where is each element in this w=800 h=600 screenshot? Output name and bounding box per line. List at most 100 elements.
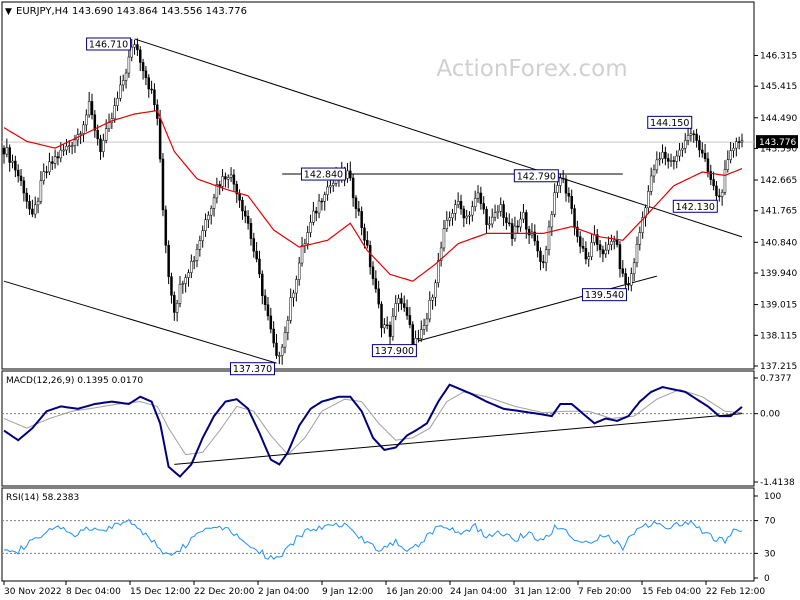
candle-body bbox=[715, 185, 718, 197]
candle-body bbox=[332, 183, 335, 186]
candle-body bbox=[595, 234, 599, 245]
candle-body bbox=[252, 238, 256, 252]
candle-body bbox=[218, 184, 221, 187]
candle-body bbox=[323, 194, 326, 202]
candle-body bbox=[255, 250, 258, 260]
candle-body bbox=[195, 249, 199, 261]
candle-body bbox=[300, 245, 304, 264]
candle-body bbox=[686, 135, 690, 141]
candle-body bbox=[459, 201, 463, 210]
candle-body bbox=[5, 147, 9, 155]
candle-body bbox=[635, 243, 639, 264]
candle-body bbox=[181, 283, 185, 285]
price-annotation: 142.130 bbox=[672, 199, 718, 213]
candle-body bbox=[292, 292, 295, 298]
candle-body bbox=[652, 169, 656, 177]
candle-body bbox=[718, 195, 721, 198]
candle-body bbox=[490, 216, 494, 225]
candle-body bbox=[241, 200, 244, 212]
price-tick-label: 137.215 bbox=[760, 362, 797, 372]
candle-body bbox=[209, 208, 213, 216]
candle-body bbox=[8, 147, 11, 163]
candle-body bbox=[703, 152, 707, 160]
candle-body bbox=[224, 176, 227, 180]
price-annotation: 137.900 bbox=[371, 344, 417, 358]
candle-body bbox=[87, 101, 91, 116]
candle-body bbox=[627, 283, 630, 286]
candle-body bbox=[661, 151, 664, 160]
candle-body bbox=[22, 180, 26, 194]
candle-body bbox=[615, 239, 619, 245]
macd-tick-label: 0.7377 bbox=[760, 374, 792, 384]
time-tick-label: 15 Feb 04:00 bbox=[642, 587, 701, 597]
price-tick-label: 146.315 bbox=[760, 51, 797, 61]
price-tick-label: 144.490 bbox=[760, 114, 797, 124]
rsi-panel-frame bbox=[1, 487, 755, 582]
candle-body bbox=[82, 124, 85, 134]
candle-body bbox=[14, 160, 17, 171]
annotation-box bbox=[672, 199, 718, 213]
annotation-box bbox=[513, 169, 559, 183]
candle-body bbox=[121, 80, 125, 86]
candle-body bbox=[564, 178, 568, 194]
candle-body bbox=[553, 192, 556, 215]
candle-body bbox=[678, 149, 681, 157]
macd-title: MACD(12,26,9) 0.1395 0.0170 bbox=[6, 376, 143, 386]
candle-body bbox=[90, 101, 94, 115]
candle-body bbox=[434, 282, 437, 298]
candle-body bbox=[2, 147, 6, 155]
candle-body bbox=[297, 262, 301, 280]
candle-body bbox=[570, 196, 573, 209]
candle-body bbox=[468, 214, 471, 217]
rsi-tick-label: 30 bbox=[764, 549, 776, 559]
candle-body bbox=[456, 201, 460, 205]
annotation-box bbox=[229, 362, 275, 376]
candle-body bbox=[462, 208, 466, 219]
candle-body bbox=[136, 44, 139, 51]
candle-body bbox=[451, 213, 454, 219]
candle-body bbox=[729, 150, 732, 160]
candle-body bbox=[630, 273, 633, 286]
candle-body bbox=[522, 212, 525, 220]
candle-body bbox=[374, 278, 378, 290]
candle-body bbox=[587, 256, 590, 260]
price-tick-label: 139.015 bbox=[760, 301, 797, 311]
candle-body bbox=[706, 158, 710, 172]
candle-body bbox=[190, 261, 193, 273]
candle-body bbox=[402, 303, 406, 308]
price-tick-label: 140.840 bbox=[760, 238, 797, 248]
candle-body bbox=[437, 260, 440, 284]
candle-body bbox=[201, 230, 204, 241]
candle-body bbox=[107, 122, 111, 129]
rsi-indicator: RSI(14) 58.2383 100 70 30 0 bbox=[2, 492, 781, 584]
candle-body bbox=[726, 159, 730, 170]
annotation-label: 144.150 bbox=[650, 118, 689, 129]
candle-body bbox=[232, 174, 236, 185]
rsi-title: RSI(14) 58.2383 bbox=[6, 493, 79, 503]
candle-body bbox=[207, 214, 210, 220]
candle-body bbox=[354, 197, 358, 209]
candle-body bbox=[561, 177, 565, 180]
candle-body bbox=[258, 258, 261, 275]
annotation-label: 146.710 bbox=[89, 39, 128, 50]
candle-body bbox=[414, 338, 417, 345]
candle-body bbox=[366, 240, 369, 246]
candle-body bbox=[525, 212, 528, 230]
candle-body bbox=[204, 219, 207, 231]
macd-trendline bbox=[174, 413, 743, 465]
candle-body bbox=[263, 295, 267, 305]
rsi-tick-label: 0 bbox=[764, 574, 770, 584]
candle-body bbox=[59, 149, 63, 159]
candle-body bbox=[42, 171, 45, 181]
candle-body bbox=[681, 147, 684, 151]
candle-body bbox=[698, 140, 701, 151]
candle-body bbox=[493, 212, 497, 218]
candle-body bbox=[417, 338, 420, 340]
candle-body bbox=[351, 177, 355, 199]
candle-body bbox=[19, 175, 23, 181]
candle-body bbox=[664, 151, 667, 159]
candle-body bbox=[408, 315, 412, 325]
candle-body bbox=[647, 191, 650, 209]
ma-line bbox=[3, 109, 743, 282]
candle-body bbox=[476, 192, 480, 199]
